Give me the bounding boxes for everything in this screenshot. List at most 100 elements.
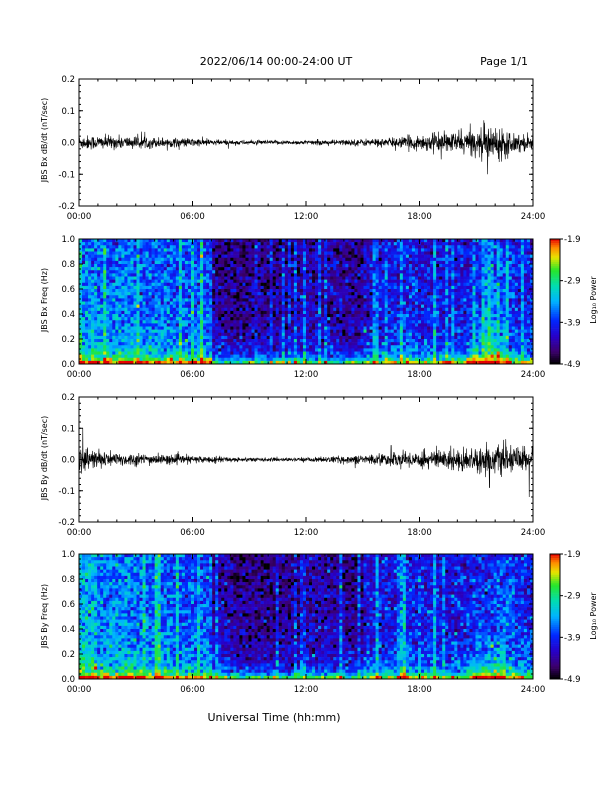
spectrogram-cell [157,267,162,271]
spectrogram-cell [178,260,183,265]
spectrogram-cell [154,257,158,262]
spectrogram-cell [272,260,277,265]
spectrogram-cell [82,264,86,268]
spectrogram-cell [139,239,143,243]
spectrogram-cell [218,314,222,318]
spectrogram-cell [88,301,92,305]
spectrogram-cell [290,276,295,280]
spectrogram-cell [390,239,395,243]
spectrogram-cell [433,320,437,324]
spectrogram-cell [206,254,210,259]
spectrogram-cell [206,357,210,362]
spectrogram-cell [118,314,122,318]
spectrogram-cell [336,304,340,309]
spectrogram-cell [351,248,355,252]
spectrogram-cell [242,254,246,259]
spectrogram-cell [384,342,389,346]
spectrogram-cell [124,257,128,262]
spectrogram-cell [169,267,174,271]
spectrogram-cell [154,267,158,271]
spectrogram-cell [197,264,201,268]
spectrogram-cell [121,251,125,255]
spectrogram-cell [118,251,122,255]
spectrogram-cell [118,245,122,249]
spectrogram-cell [154,360,158,365]
spectrogram-cell [315,335,319,340]
spectrogram-cell [384,264,389,268]
spectrogram-cell [166,304,171,309]
spectrogram-cell [142,267,146,271]
spectrogram-cell [236,320,240,324]
spectrogram-cell [136,254,140,259]
spectrogram-cell [281,323,286,327]
spectrogram-cell [348,351,352,355]
spectrogram-cell [330,304,334,309]
spectrogram-cell [278,276,283,280]
spectrogram-cell [148,292,152,296]
spectrogram-cell [427,264,431,268]
spectrogram-cell [396,267,401,271]
spectrogram-cell [82,257,86,262]
spectrogram-cell [275,245,280,249]
spectrogram-cell [266,314,270,318]
spectrogram-cell [181,351,186,355]
spectrogram-cell [342,260,346,265]
spectrogram-cell [142,342,146,346]
spectrogram-cell [302,304,307,309]
spectrogram-cell [414,332,419,337]
spectrogram-cell [178,354,183,359]
spectrogram-cell [160,304,165,309]
spectrogram-cell [209,245,213,249]
spectrogram-cell [306,357,310,362]
spectrogram-cell [414,242,419,246]
spectrogram-cell [157,260,162,265]
spectrogram-cell [121,282,125,287]
spectrogram-cell [181,239,186,243]
spectrogram-cell [139,270,143,274]
spectrogram-cell [212,317,216,321]
spectrogram-cell [172,285,177,290]
spectrogram-cell [178,292,183,296]
spectrogram-cell [254,282,258,287]
spectrogram-cell [181,264,186,268]
spectrogram-cell [230,267,234,271]
spectrogram-cell [127,354,131,359]
spectrogram-cell [405,298,410,302]
spectrogram-cell [190,354,195,359]
spectrogram-cell [372,251,376,255]
spectrogram-cell [115,326,119,330]
spectrogram-cell [157,339,162,343]
spectrogram-cell [154,289,158,293]
spectrogram-cell [82,345,86,349]
spectrogram-cell [296,276,301,280]
spectrogram-cell [284,320,289,324]
spectrogram-cell [330,245,334,249]
spectrogram-cell [254,257,258,262]
spectrogram-cell [387,239,392,243]
spectrogram-cell [330,273,334,277]
spectrogram-cell [333,264,337,268]
spectrogram-cell [197,257,201,262]
spectrogram-cell [336,264,340,268]
spectrogram-cell [445,242,449,246]
spectrogram-cell [245,351,249,355]
spectrogram-cell [215,248,219,252]
spectrogram-cell [133,239,137,243]
spectrogram-cell [269,260,274,265]
spectrogram-cell [281,298,286,302]
spectrogram-cell [194,248,198,252]
spectrogram-cell [151,251,155,255]
spectrogram-cell [163,354,168,359]
spectrogram-cell [390,276,395,280]
spectrogram-cell [251,329,255,334]
spectrogram-cell [430,239,434,243]
spectrogram-cell [433,292,437,296]
spectrogram-cell [178,239,183,243]
spectrogram-cell [330,348,334,352]
spectrogram-cell [402,248,407,252]
spectrogram-cell [399,342,404,346]
spectrogram-cell [396,360,401,365]
spectrogram-cell [233,279,237,284]
spectrogram-cell [436,285,440,290]
spectrogram-cell [354,264,358,268]
